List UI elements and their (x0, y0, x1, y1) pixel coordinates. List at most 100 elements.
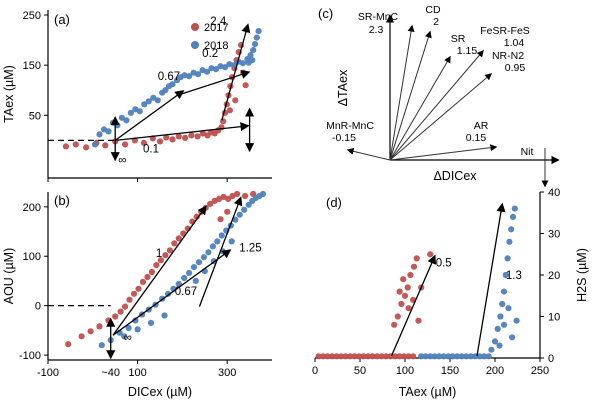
data-point (96, 323, 103, 330)
slope-arrow (112, 205, 207, 336)
data-point (220, 118, 227, 125)
slope-arrow (115, 122, 250, 142)
y-axis-title: TAex (µM) (2, 65, 16, 123)
series-2018 (418, 205, 520, 360)
data-point (513, 317, 520, 324)
data-point (96, 131, 103, 138)
y-tick-label: -100 (19, 350, 41, 362)
data-point (98, 342, 105, 349)
data-point (165, 290, 172, 297)
series-2018 (91, 28, 262, 148)
legend-label-2017: 2017 (204, 22, 228, 34)
data-point (228, 238, 235, 245)
data-point (440, 353, 447, 360)
data-point (494, 325, 501, 332)
data-point (407, 271, 414, 279)
data-point (365, 353, 372, 360)
data-point (405, 305, 412, 312)
vector-MnR-MnC (346, 147, 391, 161)
data-point (504, 255, 511, 262)
data-point (413, 255, 420, 262)
data-point (169, 136, 176, 143)
data-point (422, 353, 429, 360)
vector-AR (389, 144, 498, 161)
slope-label: 0.67 (175, 286, 197, 298)
data-point (214, 238, 221, 245)
slope-label: 2.4 (210, 16, 227, 28)
data-point (398, 300, 405, 308)
panel-label: (a) (54, 12, 70, 27)
data-point (508, 226, 515, 233)
vector-value: 0.95 (505, 62, 526, 74)
vector-value: 1.04 (504, 37, 525, 49)
data-point (329, 353, 336, 360)
slope-arrow (180, 70, 251, 95)
data-point (255, 28, 262, 35)
data-point (224, 208, 231, 215)
vector-SR-MnC (389, 24, 415, 161)
data-point (203, 68, 211, 75)
vector-value: 0.15 (466, 132, 487, 144)
data-point (171, 240, 178, 247)
data-point (83, 144, 90, 151)
data-point (200, 254, 207, 261)
data-point (396, 353, 403, 360)
data-point (91, 141, 99, 148)
data-point (195, 259, 203, 266)
data-point (205, 249, 212, 256)
data-point (190, 264, 198, 271)
y-tick-label: 50 (29, 110, 41, 122)
data-point (511, 205, 518, 212)
data-point (140, 139, 147, 146)
data-point (163, 134, 170, 141)
data-point (396, 288, 403, 295)
slope-label: 1 (156, 248, 162, 260)
data-point (401, 353, 408, 360)
data-point (145, 98, 152, 105)
slope-label: 0.2 (202, 48, 218, 60)
data-point (195, 71, 202, 78)
data-point (166, 247, 173, 254)
data-point (324, 353, 331, 360)
vector-value: 1.15 (457, 45, 478, 57)
data-point (122, 303, 129, 310)
data-point (338, 353, 345, 360)
data-point (112, 313, 119, 320)
y-axis-title: ΔTAex (336, 69, 350, 106)
data-point (232, 216, 239, 223)
data-point (192, 277, 199, 284)
data-point (123, 117, 130, 124)
data-point (509, 334, 516, 341)
y-axis-title: AOU (µM) (2, 248, 16, 305)
data-point (209, 243, 216, 250)
data-point (153, 262, 160, 269)
data-point (259, 190, 267, 198)
data-point (320, 353, 327, 360)
vector-name: MnR-MnC (326, 120, 374, 132)
data-point (87, 328, 94, 335)
data-point (445, 353, 452, 360)
data-point (505, 305, 512, 312)
x-tick-label: 100 (128, 367, 146, 379)
data-point (181, 274, 188, 282)
data-point (463, 353, 470, 360)
panel-b-aou-vs-dicex-scatter: -100 ~40 100 300 -100 0 100 200 1 0.67 1.25 ∞ (b) AOU… (2, 190, 272, 399)
data-point (415, 317, 422, 324)
data-point (78, 333, 85, 340)
data-point (72, 141, 79, 148)
data-point (236, 211, 243, 218)
data-point (485, 353, 492, 360)
data-point (217, 216, 224, 223)
data-point (241, 206, 248, 213)
y-tick-label: 20 (548, 270, 560, 282)
vector-value: 2 (433, 16, 439, 28)
data-point (392, 353, 399, 360)
slope-label: 0.5 (436, 258, 452, 270)
data-point (458, 353, 465, 360)
vector-name: NR-N2 (492, 50, 524, 62)
data-point (454, 353, 461, 360)
data-point (207, 200, 214, 207)
